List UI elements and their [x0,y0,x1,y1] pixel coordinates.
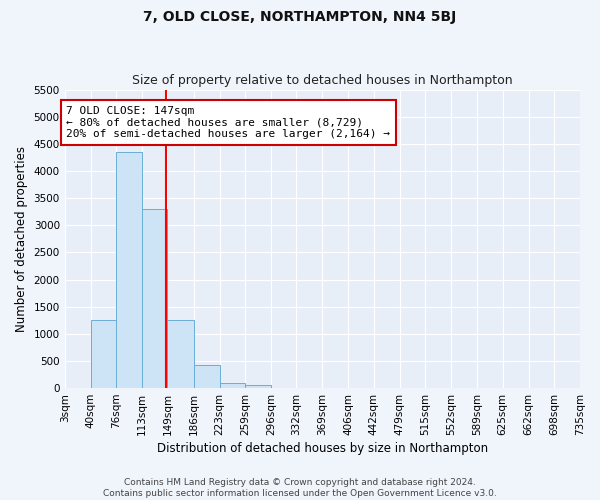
Text: 7 OLD CLOSE: 147sqm
← 80% of detached houses are smaller (8,729)
20% of semi-det: 7 OLD CLOSE: 147sqm ← 80% of detached ho… [66,106,390,139]
Bar [167,320,194,388]
Title: Size of property relative to detached houses in Northampton: Size of property relative to detached ho… [132,74,512,87]
Y-axis label: Number of detached properties: Number of detached properties [15,146,28,332]
X-axis label: Distribution of detached houses by size in Northampton: Distribution of detached houses by size … [157,442,488,455]
Bar [220,382,245,388]
Bar [91,320,116,388]
Bar [116,152,142,388]
Bar [193,364,220,388]
Text: Contains HM Land Registry data © Crown copyright and database right 2024.
Contai: Contains HM Land Registry data © Crown c… [103,478,497,498]
Text: 7, OLD CLOSE, NORTHAMPTON, NN4 5BJ: 7, OLD CLOSE, NORTHAMPTON, NN4 5BJ [143,10,457,24]
Bar [245,386,271,388]
Bar [142,209,167,388]
